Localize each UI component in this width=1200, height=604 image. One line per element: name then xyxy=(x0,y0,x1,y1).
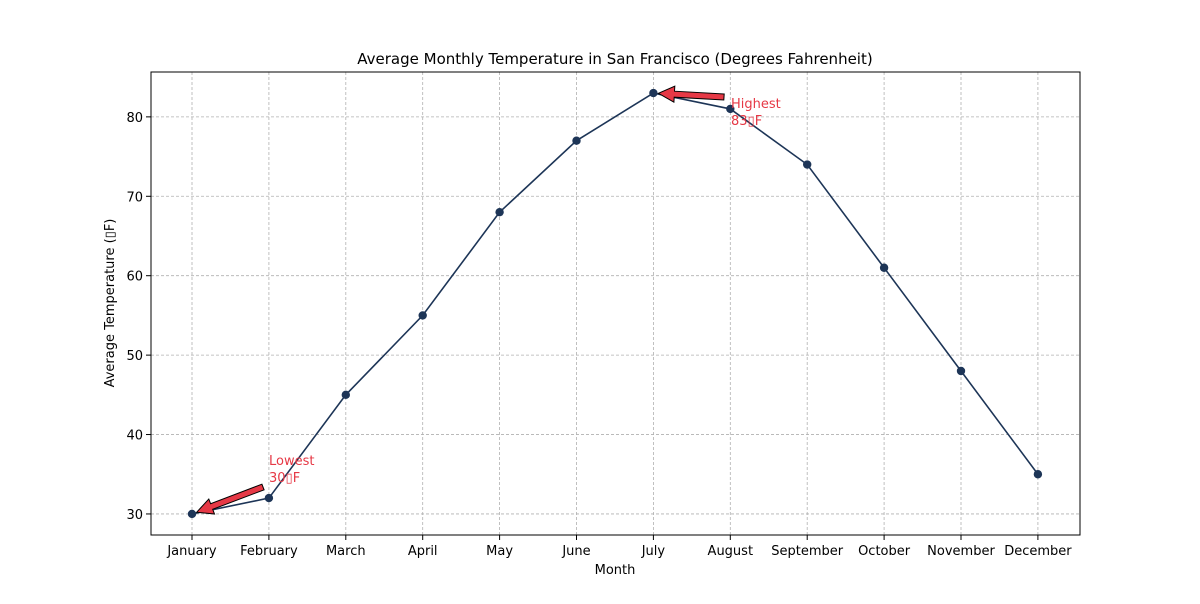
x-axis-label: Month xyxy=(595,563,636,578)
data-point xyxy=(572,136,581,145)
grid xyxy=(151,72,1080,535)
x-tick-label: July xyxy=(641,544,666,559)
y-tick-label: 70 xyxy=(126,190,143,205)
data-point xyxy=(649,88,658,98)
annotation-layer: Lowest 30▯F Highest 83▯F xyxy=(195,85,781,515)
data-point xyxy=(187,509,197,519)
plot-frame xyxy=(150,71,1081,536)
series-line xyxy=(191,92,1039,515)
highest-arrow xyxy=(657,85,725,104)
lowest-arrow xyxy=(195,483,265,515)
data-point xyxy=(418,311,427,320)
y-tick-label: 50 xyxy=(126,349,143,364)
x-tick-label: August xyxy=(708,544,754,559)
data-point xyxy=(879,263,889,272)
highest-annotation-title: Highest xyxy=(731,97,781,112)
x-tick-label: October xyxy=(858,544,911,559)
y-axis: 30 40 50 60 70 80 xyxy=(126,111,151,523)
x-tick-label: June xyxy=(561,544,590,559)
data-point xyxy=(803,160,812,169)
y-tick-label: 40 xyxy=(126,429,143,444)
data-point xyxy=(341,390,350,400)
x-tick-label: November xyxy=(927,544,995,559)
data-point xyxy=(264,493,274,503)
lowest-annotation-value: 30▯F xyxy=(269,471,300,486)
x-tick-label: February xyxy=(240,544,298,559)
data-point xyxy=(956,366,966,376)
y-tick-label: 30 xyxy=(126,508,143,523)
highest-annotation-value: 83▯F xyxy=(731,114,762,129)
x-tick-label: September xyxy=(771,544,844,559)
x-tick-label: January xyxy=(166,544,217,559)
x-axis: January February March April May June July Augu… xyxy=(166,535,1072,559)
x-tick-label: April xyxy=(408,544,438,559)
data-point xyxy=(495,207,504,217)
x-tick-label: May xyxy=(486,544,513,559)
y-axis-label: Average Temperature (▯F) xyxy=(103,219,118,388)
chart-title: Average Monthly Temperature in San Franc… xyxy=(357,50,872,68)
data-point xyxy=(1033,470,1043,479)
series-layer xyxy=(187,88,1043,519)
y-tick-label: 60 xyxy=(126,270,143,285)
y-tick-label: 80 xyxy=(126,111,143,126)
lowest-annotation-title: Lowest xyxy=(269,454,314,469)
x-tick-label: March xyxy=(326,544,366,559)
data-point xyxy=(726,104,735,114)
x-tick-label: December xyxy=(1004,544,1072,559)
